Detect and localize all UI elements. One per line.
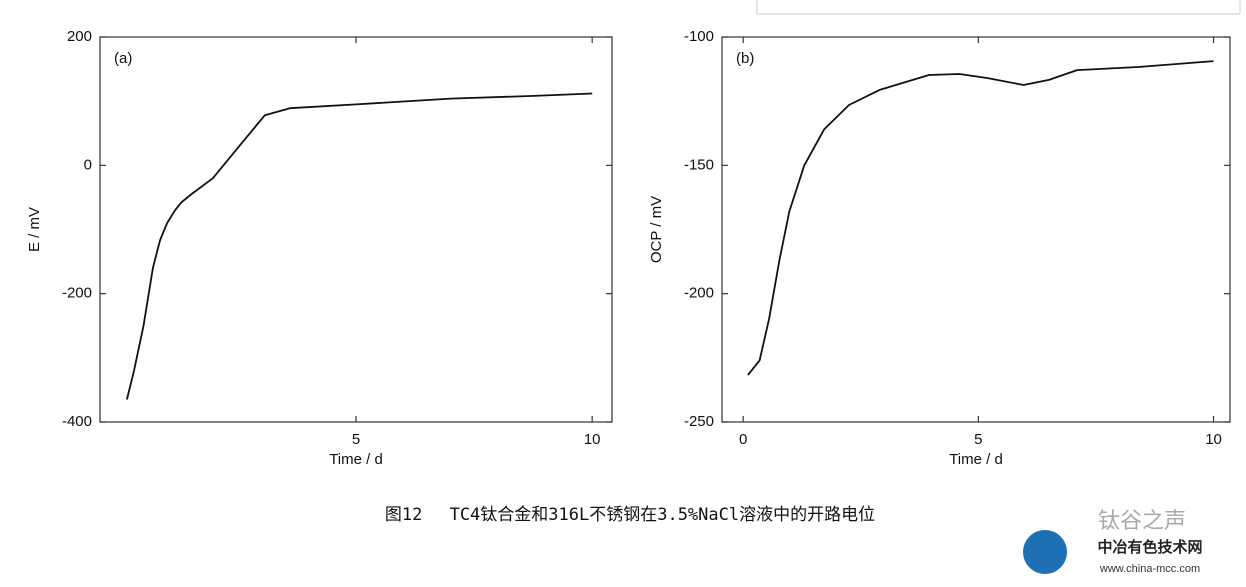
watermark-account: 钛谷之声 bbox=[1098, 508, 1186, 533]
y-tick-label: 200 bbox=[67, 28, 92, 45]
y-tick-label: 0 bbox=[84, 156, 92, 173]
y-tick-label: -200 bbox=[62, 285, 92, 302]
x-axis-label: Time / d bbox=[949, 451, 1003, 468]
x-tick-label: 5 bbox=[352, 431, 360, 448]
x-tick-label: 5 bbox=[974, 431, 982, 448]
data-line bbox=[126, 92, 593, 400]
x-tick-label: 10 bbox=[584, 431, 601, 448]
y-tick-label: -100 bbox=[684, 28, 714, 45]
x-tick-label: 10 bbox=[1205, 431, 1222, 448]
y-tick-label: -200 bbox=[684, 285, 714, 302]
caption: 图12 TC4钛合金和316L不锈钢在3.5%NaCl溶液中的开路电位 bbox=[385, 505, 875, 525]
y-tick-label: -250 bbox=[684, 413, 714, 430]
y-tick-label: -150 bbox=[684, 156, 714, 173]
panel-label: (b) bbox=[736, 50, 754, 67]
watermark-site: 中冶有色技术网 bbox=[1097, 538, 1202, 556]
x-tick-label: 0 bbox=[739, 431, 747, 448]
plot-frame bbox=[99, 36, 613, 423]
y-axis-label: OCP / mV bbox=[648, 196, 665, 263]
watermark-logo bbox=[1023, 530, 1067, 574]
x-axis-label: Time / d bbox=[329, 451, 383, 468]
plot-frame bbox=[721, 36, 1231, 423]
data-line bbox=[747, 60, 1214, 376]
y-axis-label: E / mV bbox=[26, 207, 43, 252]
y-tick-label: -400 bbox=[62, 413, 92, 430]
panel-label: (a) bbox=[114, 50, 132, 67]
watermark-url: www.china-mcc.com bbox=[1099, 563, 1200, 575]
